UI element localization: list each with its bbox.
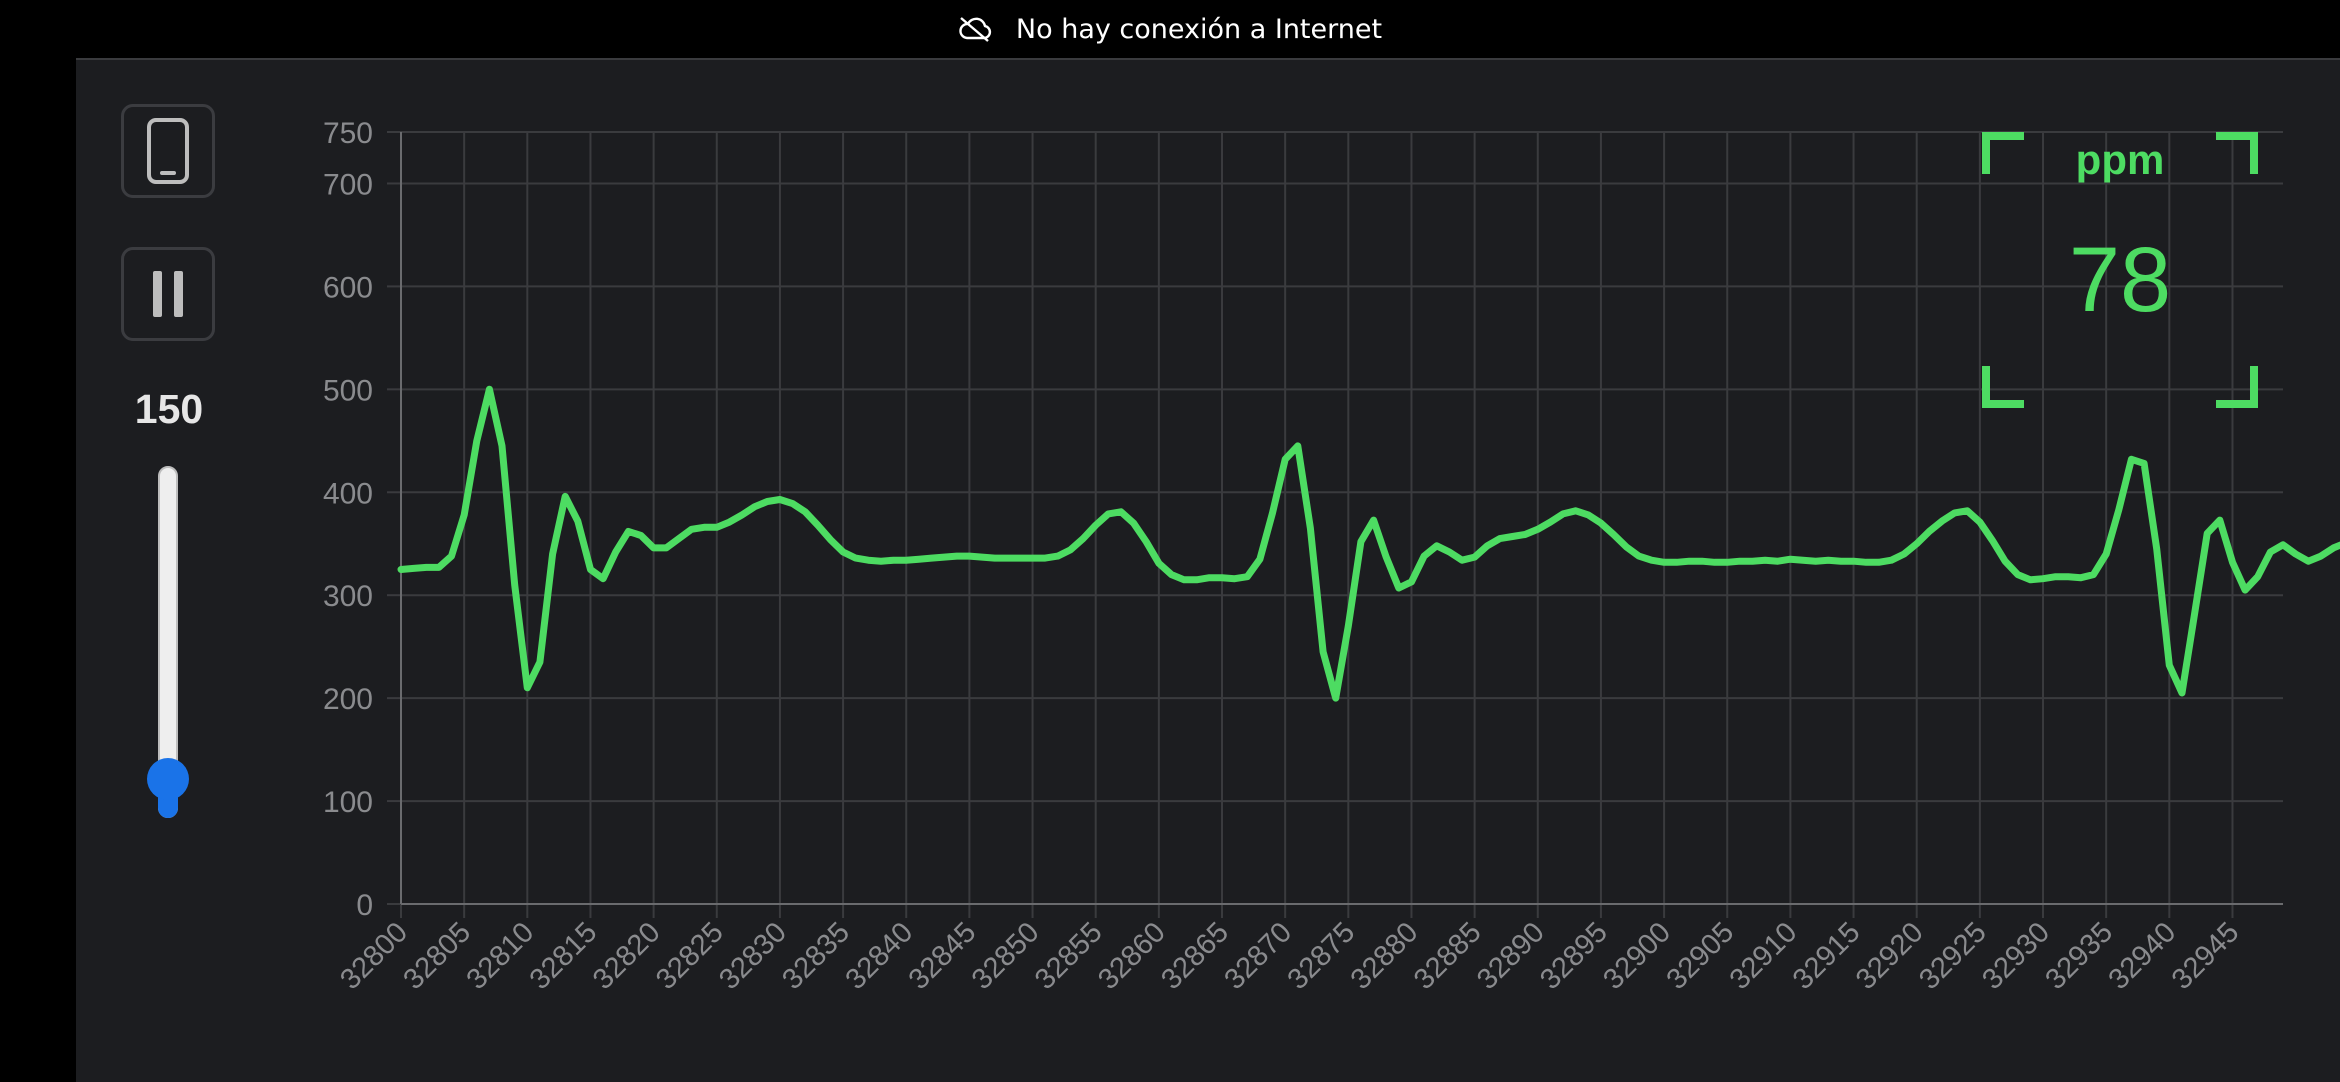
x-tick-label: 32875 [1282,916,1362,996]
range-slider-thumb[interactable] [147,757,189,800]
x-tick-label: 32825 [650,916,730,996]
x-tick-label: 32865 [1155,916,1235,996]
y-tick-label: 700 [323,168,373,201]
x-tick-label: 32805 [397,916,477,996]
y-tick-label: 600 [323,271,373,304]
status-bar: No hay conexión a Internet [0,0,2340,58]
ppm-series-line [397,385,2340,702]
x-tick-label: 32815 [524,916,604,996]
x-tick-label: 32915 [1787,916,1867,996]
y-tick-label: 400 [323,477,373,510]
ppm-readout: ppm 78 [1982,132,2258,408]
frame-corner [1982,366,2024,408]
monitor-screen: 150 0 100 200 300 400 500 600 700 750 32800 32805 3… [76,58,2340,1082]
x-tick-label: 32850 [966,916,1046,996]
device-button[interactable] [121,104,215,198]
y-tick-label: 100 [323,786,373,819]
frame-corner [2216,366,2258,408]
x-tick-label: 32940 [2103,916,2183,996]
frame-corner [1982,132,2024,174]
smartphone-icon [147,118,189,184]
y-tick-label: 300 [323,580,373,613]
slider-value: 150 [134,386,204,432]
x-tick-label: 32840 [840,916,920,996]
x-tick-label: 32910 [1724,916,1804,996]
x-tick-label: 32925 [1913,916,1993,996]
x-tick-label: 32855 [1029,916,1109,996]
cloud-off-icon [959,17,991,42]
no-internet-message: No hay conexión a Internet [1015,13,1383,45]
x-tick-label: 32830 [713,916,793,996]
x-tick-label: 32890 [1471,916,1551,996]
x-tick-label: 32845 [903,916,983,996]
x-tick-label: 32920 [1850,916,1930,996]
x-tick-label: 32800 [334,916,414,996]
x-tick-label: 32870 [1218,916,1298,996]
x-tick-label: 32820 [587,916,667,996]
ppm-label: ppm [2075,136,2165,183]
y-tick-label: 500 [323,374,373,407]
ppm-value: 78 [2068,229,2172,331]
pause-button[interactable] [121,247,215,341]
x-tick-label: 32835 [776,916,856,996]
x-tick-label: 32895 [1534,916,1614,996]
frame-corner [2216,132,2258,174]
y-tick-label: 0 [356,889,373,922]
y-tick-label: 750 [323,117,373,150]
x-tick-label: 32900 [1597,916,1677,996]
x-tick-label: 32860 [1092,916,1172,996]
y-tick-label: 200 [323,683,373,716]
x-tick-label: 32935 [2039,916,2119,996]
x-tick-label: 32905 [1661,916,1741,996]
x-tick-label: 32930 [1976,916,2056,996]
x-tick-label: 32885 [1408,916,1488,996]
x-tick-label: 32810 [461,916,541,996]
x-tick-label: 32880 [1345,916,1425,996]
pause-icon [153,271,183,317]
x-tick-label: 32945 [2166,916,2246,996]
ppm-line-chart: 0 100 200 300 400 500 600 700 750 328003280532810… [323,117,2340,996]
